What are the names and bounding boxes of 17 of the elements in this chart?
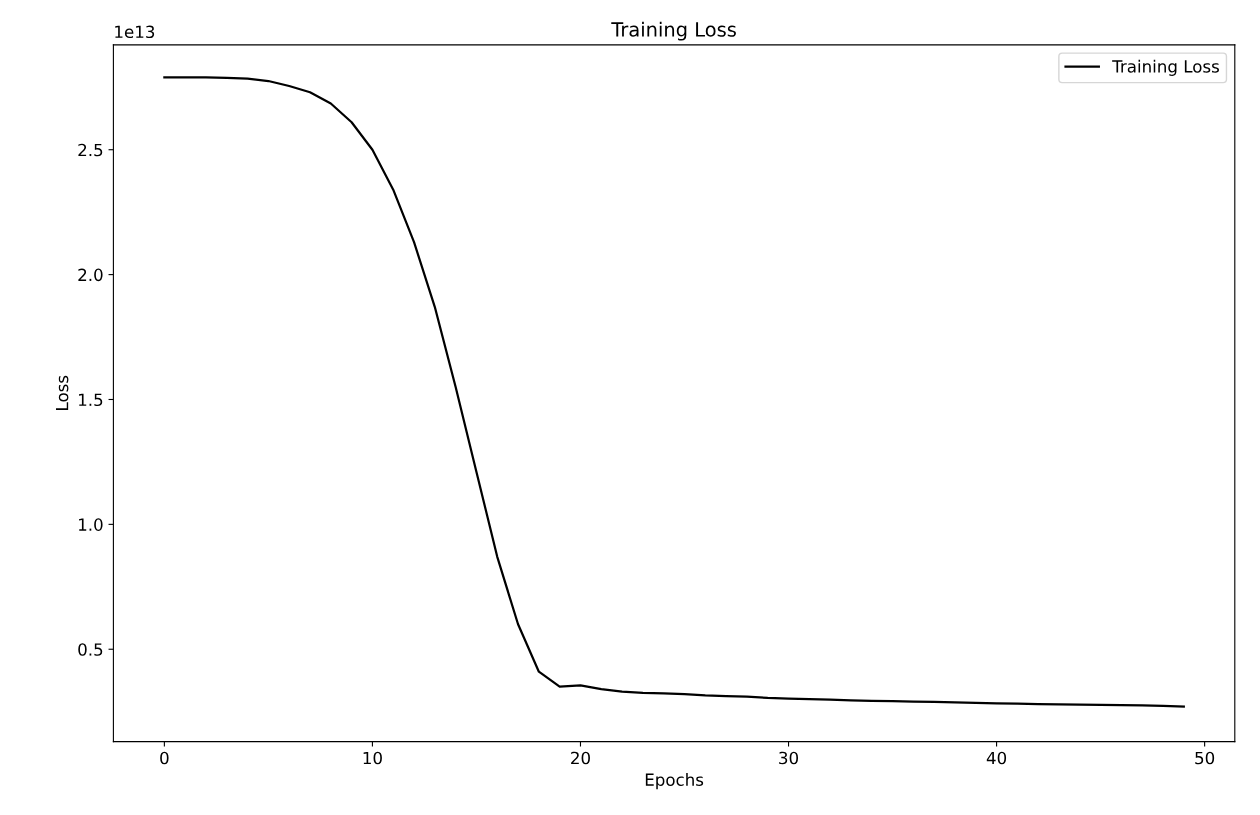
x-axis-title: Epochs: [645, 773, 704, 790]
x-tick-label: 50: [1195, 751, 1215, 765]
chart-title: Training Loss: [611, 21, 736, 41]
line-series: [163, 76, 1185, 708]
y-axis-title: Loss: [56, 375, 69, 410]
y-tick-label: 2.5: [78, 143, 103, 157]
x-tick-label: 20: [571, 751, 590, 765]
text: 1e13: [115, 25, 155, 39]
x-tick-label: 10: [363, 751, 382, 765]
x-tick-label: 30: [779, 751, 799, 765]
legend-label: Training Loss: [1112, 59, 1219, 76]
x-tick-label: 40: [986, 751, 1007, 765]
y-tick-label: 2.0: [78, 268, 103, 282]
x-tick-label: 0: [160, 751, 169, 765]
y-tick-label: 0.5: [78, 643, 103, 656]
y-tick-label: 1.5: [79, 393, 103, 407]
y-tick-label: 1.0: [79, 518, 103, 531]
